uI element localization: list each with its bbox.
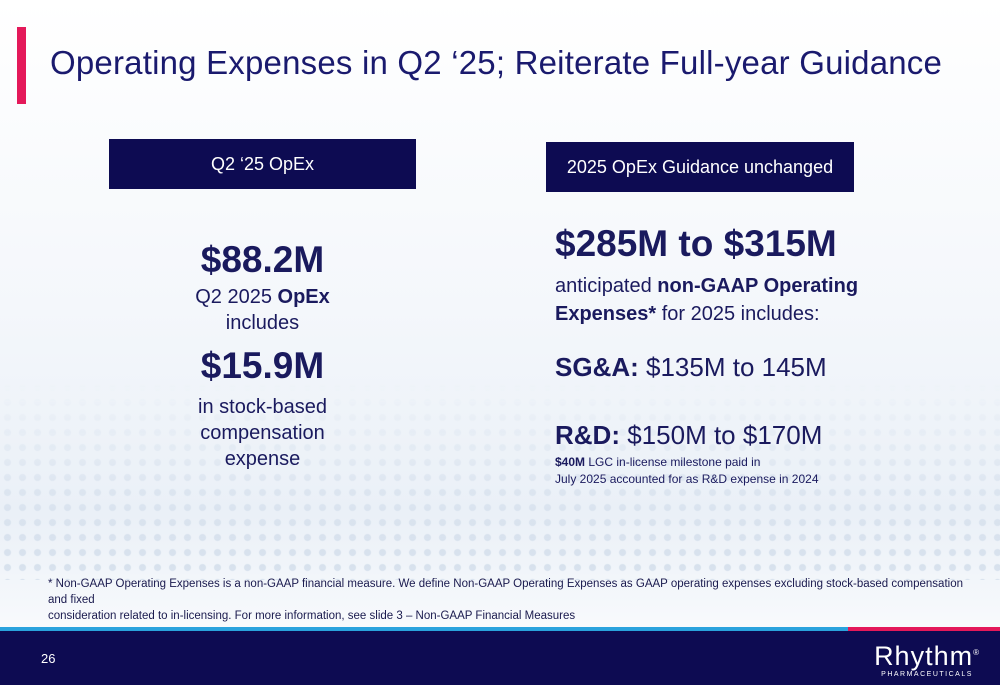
q2-opex-panel: $88.2M Q2 2025 OpEx includes $15.9M in s… xyxy=(145,236,380,472)
opex-caption-bold: OpEx xyxy=(277,286,330,308)
footer-divider-red xyxy=(848,627,1000,631)
rd-note: $40M LGC in-license milestone paid in Ju… xyxy=(555,454,955,488)
sbc-text-1: in stock-based xyxy=(198,396,327,418)
footer-divider xyxy=(0,627,1000,631)
footnote-line-2: consideration related to in-licensing. F… xyxy=(48,610,576,622)
footer-divider-blue xyxy=(0,627,848,631)
footer-bar: 26 Rhythm® PHARMACEUTICALS xyxy=(0,631,1000,685)
guidance-panel: $285M to $315M anticipated non-GAAP Oper… xyxy=(555,220,955,488)
sga-label: SG&A: xyxy=(555,352,639,382)
right-header-box: 2025 OpEx Guidance unchanged xyxy=(546,142,854,192)
slide-title: Operating Expenses in Q2 ‘25; Reiterate … xyxy=(50,44,943,81)
title-accent-bar xyxy=(17,27,26,104)
opex-includes: includes xyxy=(225,312,300,334)
guidance-description: anticipated non-GAAP Operating Expenses*… xyxy=(555,272,955,328)
left-header-label: Q2 ‘25 OpEx xyxy=(210,153,315,174)
sbc-text-3: expense xyxy=(224,448,301,470)
left-header-box: Q2 ‘25 OpEx xyxy=(109,139,416,189)
logo-wordmark: Rhythm® xyxy=(874,639,980,670)
logo-name: Rhythm xyxy=(874,641,974,671)
page-number: 26 xyxy=(41,651,56,666)
rd-label: R&D: xyxy=(555,420,620,450)
footnote: * Non-GAAP Operating Expenses is a non-G… xyxy=(48,576,968,624)
antic-pre: anticipated xyxy=(555,275,658,297)
footnote-line-1: * Non-GAAP Operating Expenses is a non-G… xyxy=(48,578,963,606)
company-logo: Rhythm® PHARMACEUTICALS xyxy=(874,639,980,679)
opex-amount: $88.2M xyxy=(200,239,325,280)
rd-note-bold: $40M xyxy=(555,455,586,469)
guidance-range: $285M to $315M xyxy=(555,223,837,264)
right-header-label: 2025 OpEx Guidance unchanged xyxy=(566,156,834,177)
sbc-text-2: compensation xyxy=(200,422,325,444)
opex-caption: Q2 2025 OpEx xyxy=(145,284,380,310)
sga-value: $135M to 145M xyxy=(638,352,827,382)
rd-value: $150M to $170M xyxy=(620,420,823,450)
sbc-amount: $15.9M xyxy=(200,345,325,386)
antic-bold-2: Expenses* xyxy=(555,303,657,325)
rd-note-2: July 2025 accounted for as R&D expense i… xyxy=(555,472,819,486)
antic-bold: non-GAAP Operating xyxy=(657,275,859,297)
antic-post: for 2025 includes: xyxy=(656,303,820,325)
opex-caption-text: Q2 2025 xyxy=(195,286,278,308)
sga-line: SG&A: $135M to 145M xyxy=(555,350,955,384)
background-dot-pattern xyxy=(0,380,1000,580)
rd-line: R&D: $150M to $170M xyxy=(555,418,955,452)
logo-registered-mark: ® xyxy=(973,648,980,657)
logo-subtitle: PHARMACEUTICALS xyxy=(881,671,973,678)
rd-note-1: LGC in-license milestone paid in xyxy=(585,455,761,469)
